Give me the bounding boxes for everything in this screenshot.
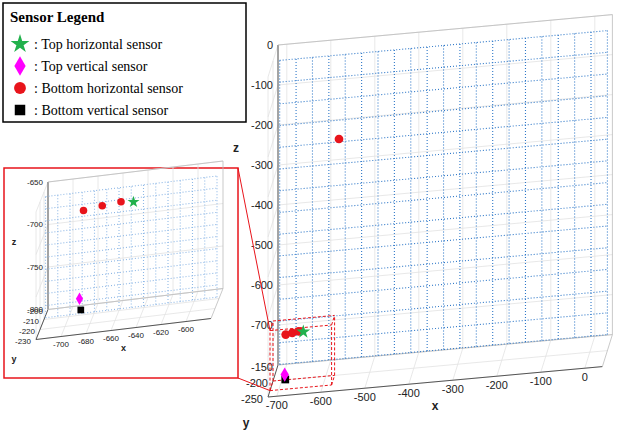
svg-text:z: z <box>233 141 239 155</box>
svg-text:-680: -680 <box>78 337 95 346</box>
svg-text:x: x <box>432 399 439 413</box>
svg-text:-200: -200 <box>27 307 44 316</box>
svg-text:-600: -600 <box>310 395 332 407</box>
svg-text:-250: -250 <box>241 393 263 405</box>
svg-text:-220: -220 <box>19 327 36 336</box>
svg-text:-150: -150 <box>251 360 273 373</box>
svg-text:-200: -200 <box>246 376 268 389</box>
svg-text:-600: -600 <box>251 278 273 291</box>
svg-text:-650: -650 <box>27 178 44 187</box>
svg-text:y: y <box>11 354 16 364</box>
svg-text:-200: -200 <box>251 119 273 131</box>
svg-text:-210: -210 <box>23 317 40 326</box>
svg-text:-700: -700 <box>27 220 44 229</box>
svg-text:-750: -750 <box>27 263 44 272</box>
svg-text:-100: -100 <box>530 375 552 387</box>
svg-text:-100: -100 <box>251 79 273 91</box>
svg-text:0: 0 <box>582 371 588 383</box>
svg-text:0: 0 <box>267 39 273 51</box>
svg-text:: Bottom horizontal sensor: : Bottom horizontal sensor <box>34 81 183 96</box>
svg-text:-700: -700 <box>53 340 70 349</box>
svg-text:-700: -700 <box>251 318 273 331</box>
svg-text:Sensor Legend: Sensor Legend <box>10 9 105 25</box>
svg-text:-400: -400 <box>251 199 273 211</box>
svg-text:: Bottom vertical sensor: : Bottom vertical sensor <box>34 103 168 118</box>
svg-text:-300: -300 <box>442 383 464 395</box>
svg-text:-200: -200 <box>486 379 508 391</box>
svg-text:-300: -300 <box>251 159 273 171</box>
svg-text:-620: -620 <box>153 328 170 337</box>
svg-text:: Top vertical sensor: : Top vertical sensor <box>34 59 148 74</box>
svg-text:-500: -500 <box>354 391 376 403</box>
svg-text:z: z <box>12 237 17 247</box>
svg-text:-700: -700 <box>266 399 288 411</box>
svg-text:y: y <box>243 416 250 430</box>
svg-text:-660: -660 <box>103 334 120 343</box>
svg-text:-500: -500 <box>251 238 273 251</box>
svg-text:x: x <box>121 343 126 353</box>
svg-text:-600: -600 <box>178 325 195 334</box>
svg-text:-640: -640 <box>128 331 145 340</box>
svg-text:-230: -230 <box>15 337 32 346</box>
svg-text:-400: -400 <box>398 387 420 399</box>
svg-text:: Top horizontal sensor: : Top horizontal sensor <box>34 37 163 52</box>
